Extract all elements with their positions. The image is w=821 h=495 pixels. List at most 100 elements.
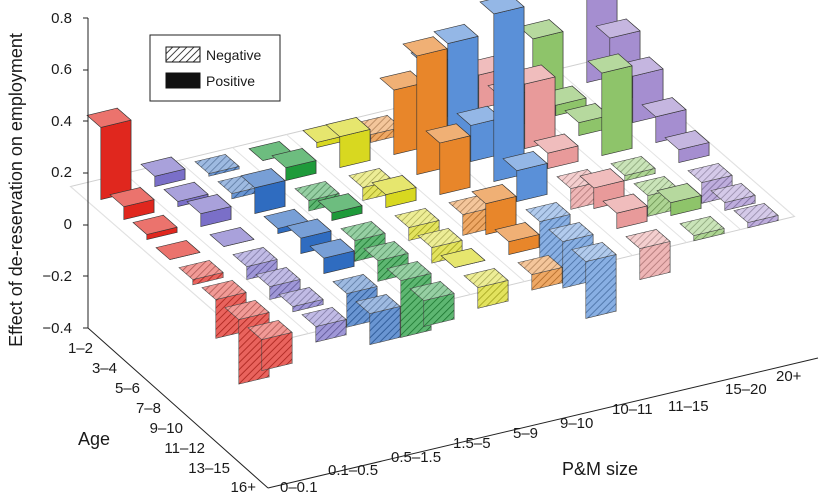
bar-top (109, 187, 155, 208)
bar-top (494, 222, 540, 243)
y-tick-label: 0.6 (51, 61, 72, 78)
bar (186, 193, 232, 227)
bar (155, 240, 201, 260)
bar-front-hatch (624, 168, 655, 181)
bar (664, 129, 710, 163)
bar-top (595, 18, 641, 39)
bar-front-hatch (269, 279, 300, 300)
bar (255, 266, 301, 300)
bar-top (240, 168, 286, 189)
bar-top (440, 248, 486, 268)
bar-top (664, 130, 710, 151)
bar-front-hatch (585, 254, 616, 319)
legend-swatch-positive (165, 72, 201, 89)
y-tick-label: 0 (64, 216, 72, 233)
age-tick-label: 13–15 (188, 460, 230, 477)
grid-line (178, 160, 363, 321)
bar-top-hatch (464, 268, 508, 288)
bar (602, 193, 648, 229)
bar-top-hatch (410, 281, 454, 301)
age-tick-label: 3–4 (92, 360, 117, 377)
bar (240, 167, 286, 214)
bar-top-hatch (626, 229, 670, 249)
y-tick-label: 0.2 (51, 164, 72, 181)
bar-top-hatch (688, 163, 732, 183)
chart-bars (86, 0, 779, 385)
size-tick-label: 15–20 (725, 381, 767, 398)
bar-top (656, 183, 702, 204)
bar-front-hatch (370, 127, 401, 143)
bar (109, 186, 155, 220)
bar-top (155, 240, 201, 260)
bar-top-hatch (526, 202, 570, 222)
bar-front-hatch (208, 166, 239, 177)
bar-top-hatch (711, 183, 755, 203)
bar-front-hatch (408, 220, 439, 241)
bar-top-hatch (179, 260, 223, 280)
bar-top-hatch (295, 181, 339, 201)
bar (710, 182, 756, 211)
bar (425, 123, 471, 195)
grid-line (340, 121, 525, 282)
bar-front-hatch (693, 228, 724, 241)
bar-front-hatch (215, 292, 246, 339)
bar (278, 286, 324, 313)
bar-top-hatch (279, 287, 323, 307)
size-tick-label: 11–15 (668, 398, 709, 415)
bar (209, 227, 255, 247)
bar-front-hatch (246, 259, 277, 280)
bar-top (402, 36, 448, 57)
legend-box (149, 34, 281, 102)
bar-top (186, 194, 232, 215)
bar (332, 273, 378, 328)
bar-top (286, 218, 332, 239)
bar (271, 147, 317, 181)
bar-top (433, 23, 479, 44)
bar-top-hatch (572, 242, 616, 262)
y-axis-title: Effect of de-reservation on employment (6, 33, 26, 347)
bar-top-hatch (195, 154, 239, 174)
bar-top-hatch (356, 294, 400, 314)
age-tick-label: 11–12 (164, 440, 205, 457)
age-tick-label: 16+ (231, 479, 257, 495)
bar-top-hatch (418, 228, 462, 248)
y-tick-label: −0.2 (42, 268, 72, 285)
bar-top (471, 184, 517, 205)
bar-top (325, 117, 371, 138)
grid-line (286, 134, 471, 295)
bar-top (602, 193, 648, 214)
bar-top (456, 105, 502, 126)
legend-label-positive: Positive (206, 73, 255, 89)
bar-top (271, 148, 317, 169)
bar (641, 96, 687, 143)
bar (286, 218, 332, 254)
bar (417, 227, 463, 264)
bar (587, 53, 633, 156)
bar-front-hatch (639, 241, 670, 280)
bar-top (371, 175, 417, 196)
age-axis-line (87, 327, 269, 489)
bar-top (479, 0, 525, 15)
y-tick-label: 0.8 (51, 10, 72, 27)
bar (355, 293, 401, 345)
bar-front-hatch (423, 293, 454, 327)
y-tick-label: −0.4 (42, 320, 72, 337)
bar-front-hatch (462, 207, 493, 236)
bar-top (425, 123, 471, 144)
bar-front-hatch (724, 195, 755, 211)
bar-top (86, 107, 132, 128)
bar (194, 153, 240, 177)
size-tick-label: 9–10 (560, 415, 593, 432)
age-tick-label: 1–2 (68, 340, 93, 357)
bar-top (132, 214, 178, 235)
bar (463, 267, 509, 309)
bar-front-hatch (192, 272, 223, 285)
grid-line (124, 173, 309, 334)
bar (517, 254, 563, 291)
bar (140, 156, 186, 187)
bar-top (209, 227, 255, 247)
bar (409, 280, 455, 327)
bar-top-hatch (233, 247, 277, 267)
size-tick-label: 0–0.1 (280, 479, 318, 495)
bar (232, 246, 278, 280)
